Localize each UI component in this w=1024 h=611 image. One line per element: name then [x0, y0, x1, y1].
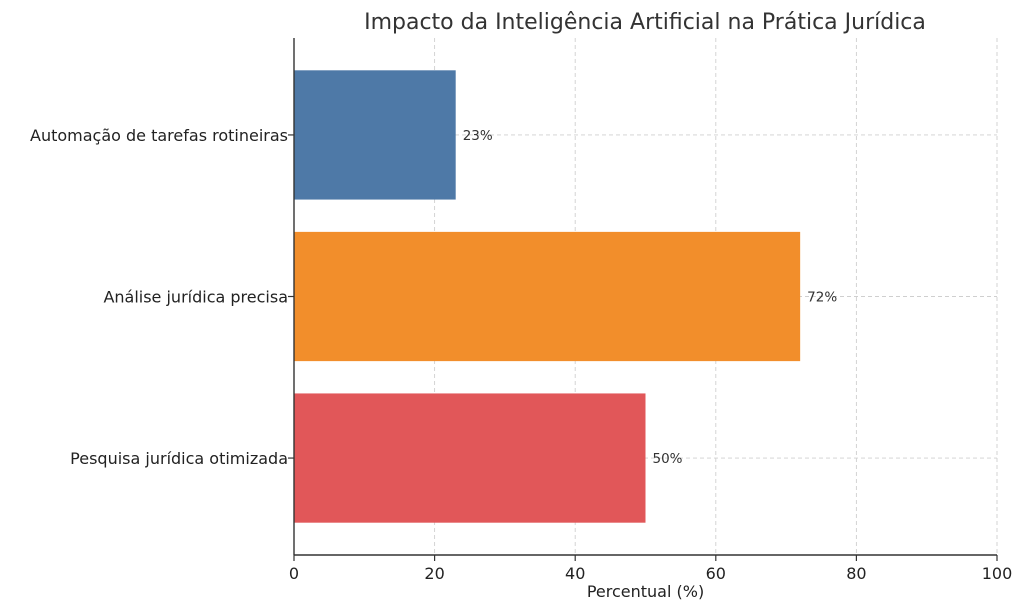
bar-0: [294, 70, 456, 200]
data-label-2: 50%: [653, 451, 683, 467]
bar-1: [294, 231, 801, 362]
x-tick-label-0: 0: [289, 564, 299, 583]
x-ticks: 0 20 40 60 80 100: [288, 134, 1013, 583]
category-label-2: Pesquisa jurídica otimizada: [70, 449, 288, 468]
category-label-0: Automação de tarefas rotineiras: [30, 126, 288, 145]
x-axis-title: Percentual (%): [587, 582, 704, 601]
data-label-0: 23%: [463, 128, 493, 144]
bar-2: [294, 393, 646, 523]
x-tick-label-60: 60: [706, 564, 726, 583]
x-tick-label-100: 100: [982, 564, 1013, 583]
category-label-1: Análise jurídica precisa: [103, 288, 288, 307]
data-labels: 23% 72% 50%: [463, 128, 838, 467]
x-tick-label-80: 80: [846, 564, 866, 583]
x-tick-label-40: 40: [565, 564, 585, 583]
x-tick-label-20: 20: [424, 564, 444, 583]
category-labels: Automação de tarefas rotineiras Análise j…: [30, 126, 288, 468]
data-label-1: 72%: [807, 290, 837, 306]
bars: [294, 70, 801, 523]
chart-title: Impacto da Inteligência Artificial na Pr…: [364, 10, 926, 35]
